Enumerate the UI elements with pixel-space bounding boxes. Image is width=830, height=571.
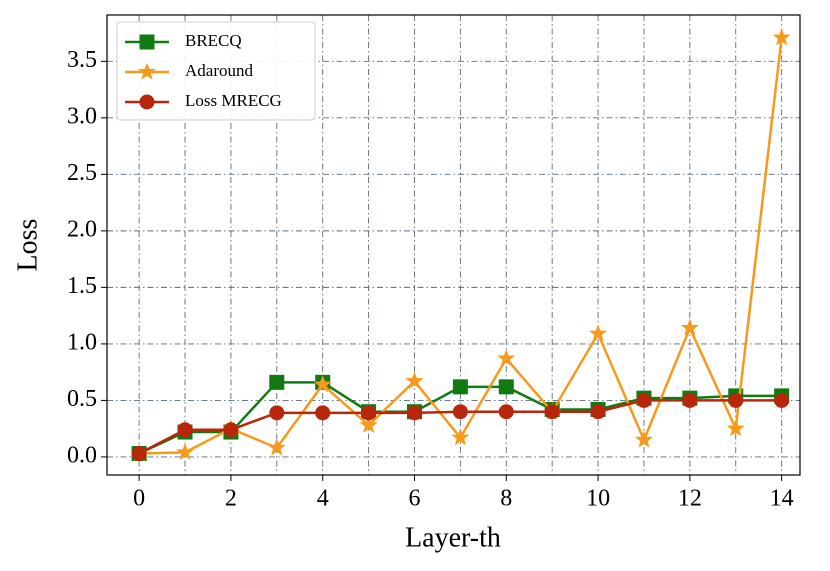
marker: [176, 442, 194, 461]
legend-text: Adaround: [185, 61, 253, 80]
marker: [138, 62, 156, 80]
x-tick-label: 2: [225, 486, 237, 512]
legend-text: BRECQ: [185, 31, 242, 50]
marker: [223, 422, 239, 438]
x-tick-label: 10: [586, 486, 610, 512]
marker: [269, 405, 285, 421]
marker: [359, 415, 378, 433]
x-tick-label: 14: [770, 486, 794, 512]
marker: [497, 349, 516, 367]
marker: [682, 392, 698, 408]
marker: [405, 371, 424, 389]
marker: [636, 392, 652, 408]
plot-frame: [106, 14, 801, 476]
legend-text: Loss MRECG: [185, 91, 282, 110]
marker: [498, 404, 514, 420]
x-tick-label: 8: [500, 486, 512, 512]
x-tick-label: 6: [408, 486, 420, 512]
marker: [452, 379, 468, 395]
y-axis-label: Loss: [12, 219, 43, 272]
marker: [498, 379, 514, 395]
x-axis-label: Layer-th: [405, 522, 501, 553]
y-tick-label: 2.0: [67, 216, 97, 242]
marker: [772, 28, 791, 46]
marker: [590, 404, 606, 420]
marker: [589, 324, 608, 342]
marker: [267, 438, 286, 456]
marker: [451, 428, 470, 446]
x-tick-label: 12: [678, 486, 702, 512]
legend: BRECQ Adaround Loss MRECG: [116, 21, 316, 121]
y-tick-label: 3.0: [67, 103, 97, 129]
marker: [544, 404, 560, 420]
y-tick-label: 2.5: [67, 160, 97, 186]
marker: [177, 422, 193, 438]
marker: [313, 375, 332, 393]
marker: [728, 392, 744, 408]
marker: [139, 34, 155, 50]
marker: [634, 430, 653, 448]
y-tick-label: 1.0: [67, 329, 97, 355]
legend-box: [116, 21, 316, 121]
marker: [269, 374, 285, 390]
y-tick-label: 0.5: [67, 386, 97, 412]
y-tick-label: 0.0: [67, 442, 97, 468]
marker: [452, 404, 468, 420]
x-tick-label: 4: [317, 486, 329, 512]
marker: [139, 94, 155, 110]
y-tick-label: 3.5: [67, 47, 97, 73]
marker: [680, 318, 699, 336]
marker: [131, 446, 147, 462]
y-tick-label: 1.5: [67, 273, 97, 299]
marker: [774, 392, 790, 408]
x-tick-label: 0: [133, 486, 145, 512]
marker: [406, 405, 422, 421]
marker: [315, 405, 331, 421]
marker: [361, 405, 377, 421]
marker: [726, 419, 745, 437]
